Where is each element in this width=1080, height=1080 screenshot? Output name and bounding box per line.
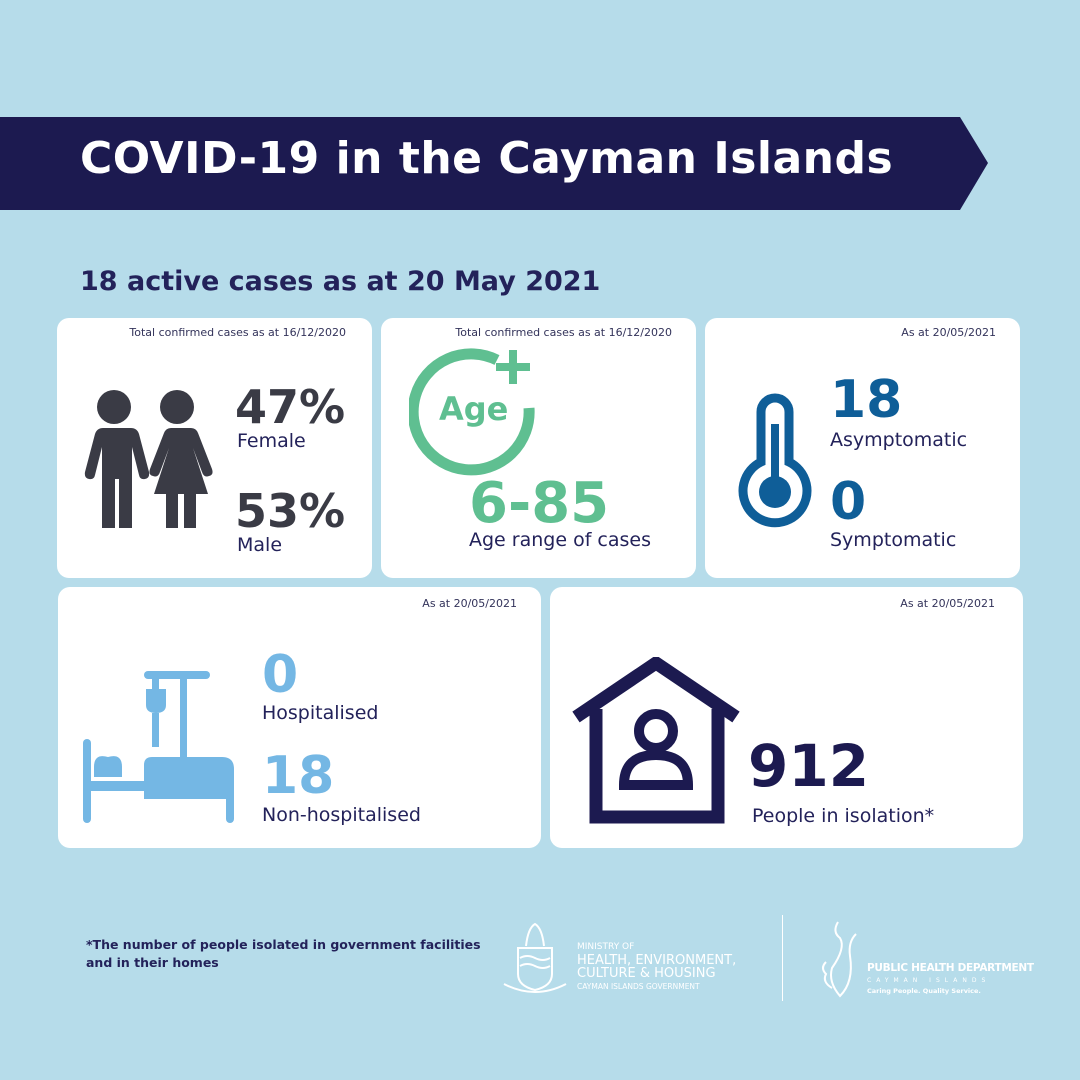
female-label: Female xyxy=(237,430,306,452)
ministry-line-1: MINISTRY OF xyxy=(577,942,635,952)
age-card: Total confirmed cases as at 16/12/2020 A… xyxy=(381,318,696,578)
footnote: *The number of people isolated in govern… xyxy=(86,937,481,971)
logo-divider xyxy=(782,915,783,1001)
isolation-card: As at 20/05/2021 912 People in isolation… xyxy=(550,587,1023,848)
asymptomatic-label: Asymptomatic xyxy=(830,429,968,451)
hospitalised-value: 0 xyxy=(262,645,299,705)
age-icon-text: Age xyxy=(439,390,509,428)
male-female-icon xyxy=(84,390,213,528)
hospital-bed-icon xyxy=(83,671,234,823)
cayman-coat-of-arms-logo xyxy=(503,922,567,993)
phd-name: PUBLIC HEALTH DEPARTMENT xyxy=(867,962,1034,974)
age-plus-icon xyxy=(409,348,535,476)
isolation-value: 912 xyxy=(748,732,870,800)
thermometer-icon xyxy=(738,393,812,528)
isolation-note: As at 20/05/2021 xyxy=(900,597,995,610)
symptomatic-label: Symptomatic xyxy=(830,529,957,551)
symptoms-note: As at 20/05/2021 xyxy=(901,326,996,339)
symptoms-card: As at 20/05/2021 18 Asymptomatic 0 Sympt… xyxy=(705,318,1020,578)
gender-note: Total confirmed cases as at 16/12/2020 xyxy=(129,326,346,339)
public-health-logo-mark xyxy=(822,921,857,998)
banner-arrow-shape xyxy=(0,117,988,210)
female-percent: 47% xyxy=(235,380,346,434)
symptomatic-value: 0 xyxy=(830,472,867,532)
age-note: Total confirmed cases as at 16/12/2020 xyxy=(455,326,672,339)
phd-tagline: Caring People. Quality Service. xyxy=(867,987,981,995)
title-banner: COVID-19 in the Cayman Islands xyxy=(0,117,990,210)
male-percent: 53% xyxy=(235,484,346,538)
page-subtitle: 18 active cases as at 20 May 2021 xyxy=(80,266,601,297)
page-title: COVID-19 in the Cayman Islands xyxy=(80,133,894,184)
hospital-card: As at 20/05/2021 0 Hospitalised 18 Non-h… xyxy=(58,587,541,848)
house-person-icon xyxy=(572,657,740,824)
non-hospitalised-value: 18 xyxy=(262,746,335,806)
isolation-label: People in isolation* xyxy=(752,805,935,827)
phd-location: CAYMAN ISLANDS xyxy=(867,977,991,984)
ministry-line-3: CULTURE & HOUSING xyxy=(577,966,716,981)
gender-card: Total confirmed cases as at 16/12/2020 4… xyxy=(57,318,372,578)
age-range-label: Age range of cases xyxy=(469,529,652,551)
age-range-value: 6-85 xyxy=(469,471,610,536)
male-label: Male xyxy=(237,534,283,556)
ministry-line-4: CAYMAN ISLANDS GOVERNMENT xyxy=(577,982,700,991)
hospitalised-label: Hospitalised xyxy=(262,702,379,724)
ministry-line-2: HEALTH, ENVIRONMENT, xyxy=(577,953,737,968)
non-hospitalised-label: Non-hospitalised xyxy=(262,804,421,826)
asymptomatic-value: 18 xyxy=(830,370,903,430)
hospital-note: As at 20/05/2021 xyxy=(422,597,517,610)
